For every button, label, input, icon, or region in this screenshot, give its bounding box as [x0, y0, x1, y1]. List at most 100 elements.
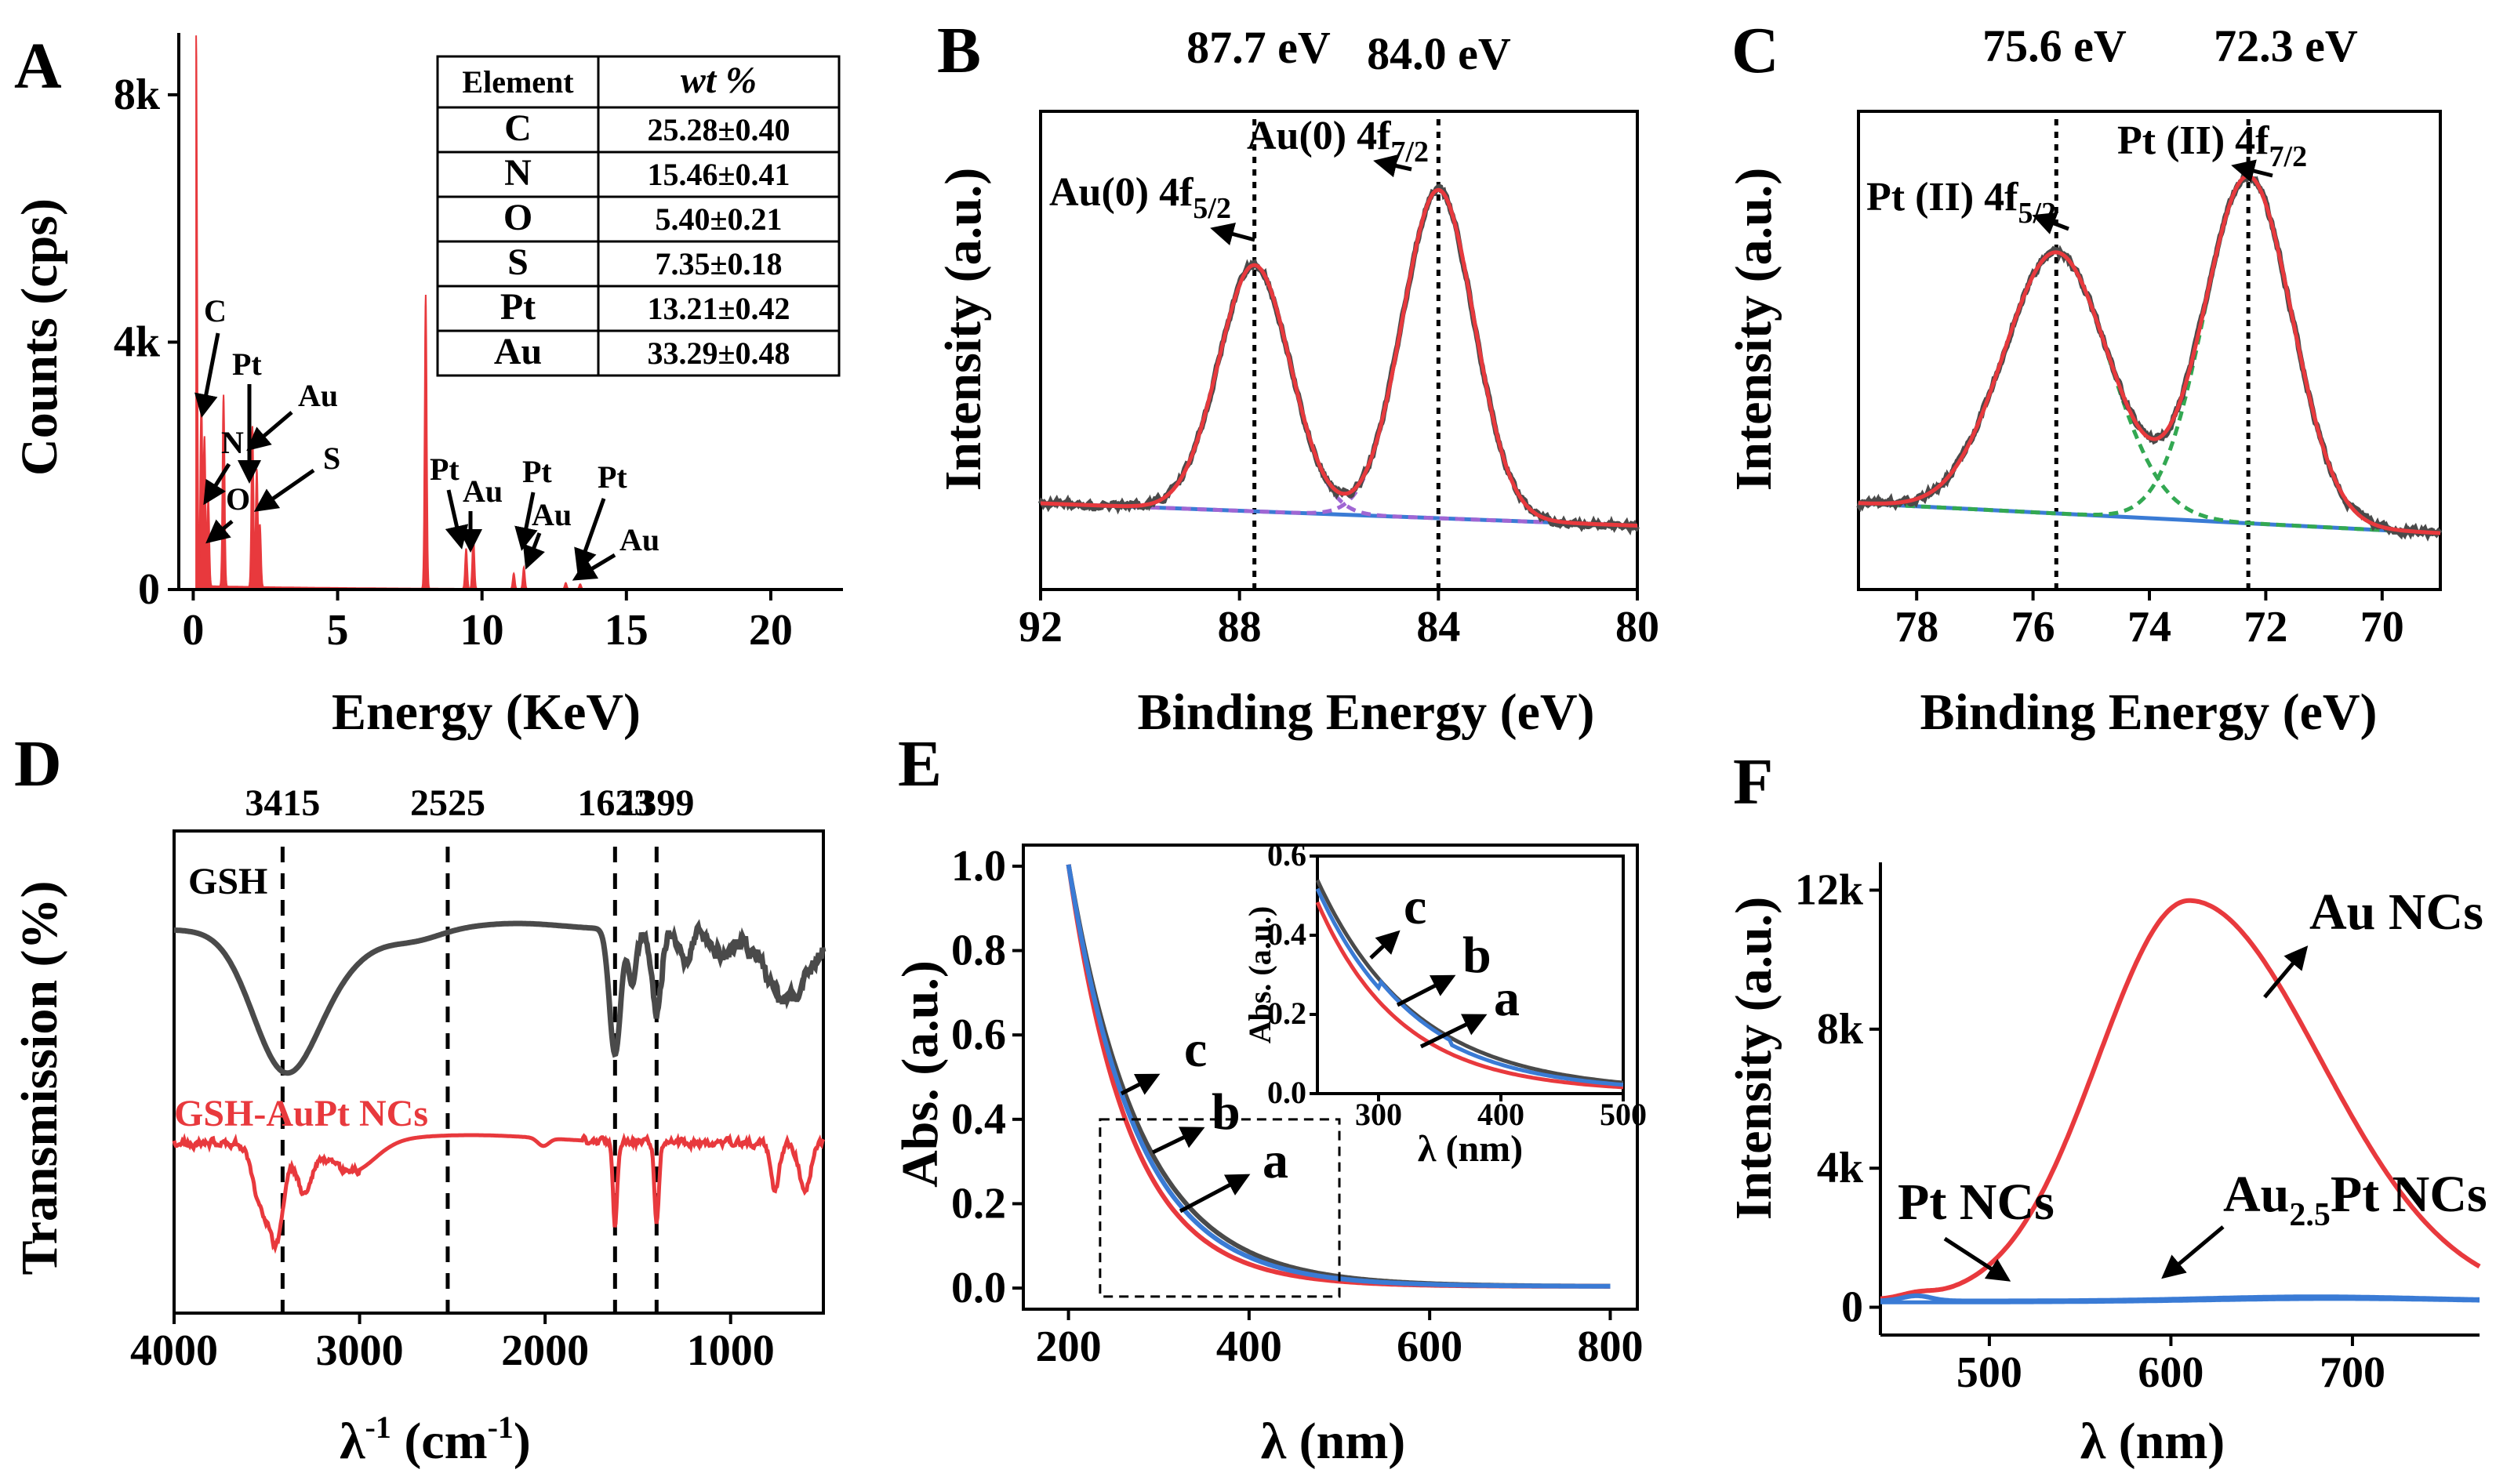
table-cell-element: N	[504, 152, 532, 194]
inset: 300 400 500 0.0 0.2 0.4 0.6 λ (nm) Abs. (a.u.) cb…	[1242, 837, 1647, 1170]
table-cell-element: Pt	[500, 286, 536, 328]
reference-label: 1399	[619, 782, 694, 824]
inset-y-tick-label: 0.4	[1267, 916, 1306, 952]
panel-e-xlabel: λ (nm)	[1261, 1413, 1406, 1470]
a-x-tick-label: 0	[182, 606, 204, 655]
peak-label-arrow	[522, 532, 545, 570]
inset-curve-b	[1315, 887, 1624, 1087]
inset-y-tick-label: 0.0	[1267, 1075, 1306, 1110]
inset-label-a: a	[1494, 970, 1520, 1027]
curve-label-c: c	[1184, 1021, 1207, 1078]
inset-y-tick-label: 0.2	[1267, 996, 1306, 1031]
curve-label-arrow	[1120, 1073, 1161, 1096]
au-ncs-curve	[1880, 898, 2481, 1301]
table-cell-value: 25.28±0.40	[648, 112, 790, 147]
d-x-tick-label: 1000	[687, 1326, 775, 1375]
e-y-tick-label: 0.2	[951, 1179, 1006, 1228]
peak-annotation: Pt (II) 4f7/2	[2117, 118, 2307, 173]
inset-y-tick-label: 0.6	[1267, 837, 1306, 873]
peak-label-72-3: 72.3 eV	[2214, 20, 2358, 71]
table-cell-value: 33.29±0.48	[648, 336, 790, 371]
xps-x-tick-label: 72	[2243, 603, 2287, 651]
peak-annotation-arrow	[1373, 154, 1412, 178]
peak-label: Pt	[522, 454, 552, 489]
panel-e-letter: E	[898, 727, 942, 800]
table-cell-value: 13.21±0.42	[648, 291, 790, 326]
panel-b-ylabel: Intensity (a.u.)	[935, 168, 992, 492]
table-cell-value: 5.40±0.21	[656, 201, 783, 237]
inset-label-arrow	[1419, 1014, 1488, 1049]
panel-b-plot: 92 88 84 80 Au(0) 4f5/2 Au(0) 4f7/2	[1019, 110, 1659, 651]
label-arrow-pt	[1943, 1236, 2011, 1282]
f-x-tick-label: 500	[1956, 1348, 2022, 1397]
peak-label-arrow	[246, 411, 293, 452]
label-arrow-aupt	[2161, 1225, 2225, 1279]
panel-c-xlabel: Binding Energy (eV)	[1920, 684, 2377, 741]
curve-label-arrow	[1151, 1127, 1205, 1155]
peak-annotation: Pt (II) 4f5/2	[1866, 175, 2056, 230]
e-y-tick-label: 1.0	[951, 842, 1006, 891]
peak-label: S	[323, 441, 340, 476]
panel-e-ylabel: Abs. (a.u.)	[892, 960, 949, 1188]
peak-annotation: Au(0) 4f7/2	[1247, 114, 1429, 169]
xps-x-tick-label: 74	[2127, 603, 2171, 651]
e-y-tick-label: 0.4	[951, 1095, 1006, 1144]
inset-label-c: c	[1404, 878, 1426, 935]
gsh-aupt-label: GSH-AuPt NCs	[174, 1093, 428, 1134]
inset-label-b: b	[1462, 927, 1491, 984]
xps-x-tick-label: 84	[1416, 603, 1460, 651]
f-y-tick-label: 8k	[1817, 1005, 1864, 1054]
a-x-tick-label: 5	[327, 606, 349, 655]
panel-c-plot: 78 76 74 72 70 Pt (II) 4f5/2 Pt (II) 4f7/2	[1856, 110, 2443, 651]
peak-annotation-arrow	[2032, 212, 2069, 234]
inset-x-tick-label: 300	[1355, 1097, 1402, 1132]
e-y-tick-label: 0.0	[951, 1264, 1006, 1312]
panel-f-ylabel: Intensity (a.u.)	[1725, 897, 1782, 1221]
table-cell-value: 7.35±0.18	[656, 246, 783, 281]
peak-label: O	[226, 481, 250, 517]
aupt-ncs-curve	[1880, 1297, 2480, 1304]
fit-curve	[1858, 174, 2440, 535]
d-x-tick-label: 2000	[501, 1326, 589, 1375]
peak-label: Au	[298, 378, 338, 413]
xps-x-tick-label: 80	[1615, 603, 1659, 651]
xps-x-tick-label: 88	[1218, 603, 1262, 651]
a-y-tick-label: 8k	[114, 71, 161, 119]
plot-frame	[1039, 110, 1639, 591]
e-x-tick-label: 800	[1577, 1323, 1643, 1371]
e-x-tick-label: 200	[1036, 1323, 1102, 1371]
peak-label-arrow	[203, 463, 231, 506]
fit-component	[1858, 250, 2441, 535]
panel-c-letter: C	[1731, 14, 1779, 87]
peak-label: Pt	[232, 347, 262, 382]
panel-d-ylabel: Transmission (%)	[11, 881, 68, 1275]
peak-annotation-arrow	[2231, 159, 2273, 183]
peak-label-arrow	[205, 519, 234, 544]
table-header-element: Element	[462, 64, 574, 100]
gsh-label: GSH	[188, 861, 267, 902]
panel-a-xlabel: Energy (KeV)	[332, 684, 641, 741]
peak-label-arrow	[253, 468, 315, 512]
peak-label: Pt	[430, 452, 460, 487]
table-header-wt: wt %	[681, 60, 757, 101]
inset-curve-a	[1315, 901, 1624, 1090]
curve-label-a: a	[1263, 1132, 1288, 1189]
a-y-tick-label: 0	[138, 565, 160, 614]
panel-f-xlabel: λ (nm)	[2080, 1413, 2225, 1470]
label-pt-ncs: Pt NCs	[1898, 1174, 2055, 1231]
curve-label-arrow	[1179, 1174, 1251, 1214]
e-y-tick-label: 0.8	[951, 927, 1006, 975]
panel-f: F 500 600 700 0 4k 8k 12k Au NCs Pt NCs Au2.5Pt N…	[1725, 746, 2487, 1470]
peak-annotation-arrow	[1210, 223, 1255, 245]
panel-f-letter: F	[1733, 746, 1773, 818]
table-cell-value: 15.46±0.41	[648, 157, 790, 192]
a-x-tick-label: 10	[460, 606, 504, 655]
f-x-tick-label: 600	[2138, 1348, 2204, 1397]
peak-label: N	[221, 425, 244, 460]
